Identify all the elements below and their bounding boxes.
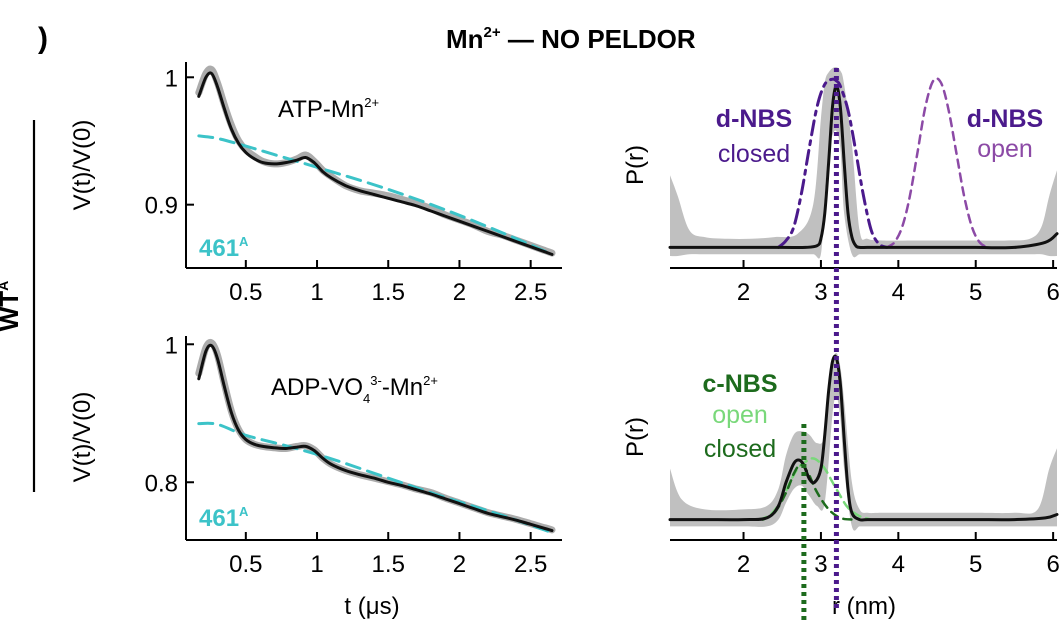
tr-uncertainty-band (670, 67, 1057, 259)
br-xtick-label: 2 (737, 551, 750, 578)
br-ticks: 2 3 4 5 6 (737, 532, 1060, 578)
bl-ylabel: V(t)/V(0) (69, 392, 96, 483)
tl-annotation-main: ATP-Mn (278, 96, 364, 123)
tr-ticks: 2 3 4 5 6 (737, 260, 1060, 306)
bl-ytick-label: 1 (165, 332, 178, 359)
tl-label: 461A (199, 234, 249, 262)
chart-top-right: 2 3 4 5 6 P(r) d-NBS closed d-NBS open (622, 67, 1060, 306)
tl-label-main: 461 (199, 235, 239, 262)
br-xlabel: r (nm) (832, 593, 896, 620)
bl-label-sup: A (239, 504, 249, 519)
tr-xtick-label: 6 (1046, 279, 1059, 306)
tr-distance-distribution (668, 84, 1059, 250)
tl-ytick-label: 1 (165, 65, 178, 92)
bl-label-main: 461 (199, 505, 239, 532)
tr-legend-left-title: d-NBS (716, 105, 792, 133)
bl-background-trace (197, 421, 554, 535)
tr-legend-right-sub: open (977, 135, 1033, 163)
tr-legend-left-sub: closed (718, 140, 790, 168)
chart-bottom-right: 2 3 4 5 6 P(r) c-NBS open closed r (nm) (622, 353, 1060, 620)
bl-annotation-sup1: 3- (370, 373, 382, 388)
tl-xtick-label: 1 (310, 279, 323, 306)
bl-ytick-label: 0.8 (145, 470, 178, 497)
tl-ticks: 0.5 1 1.5 2 2.5 1 0.9 (145, 65, 548, 306)
tl-fit-trace (197, 71, 554, 256)
row-label-main: WT (0, 291, 24, 332)
tr-xtick-label: 5 (969, 279, 982, 306)
title-rest: — NO PELDOR (501, 24, 696, 54)
br-xtick-label: 3 (814, 551, 827, 578)
row-label-sup: A (0, 281, 11, 291)
tl-xtick-label: 0.5 (229, 279, 262, 306)
bl-annotation-sub: 4 (363, 391, 370, 406)
tl-annotation: ATP-Mn2+ (278, 95, 379, 123)
br-ylabel: P(r) (622, 417, 649, 457)
bl-xlabel: t (μs) (344, 593, 399, 620)
bl-xtick-label: 2.5 (514, 551, 547, 578)
figure-title: Mn2+ — NO PELDOR (446, 24, 696, 54)
tr-xtick-label: 3 (814, 279, 827, 306)
br-xtick-label: 4 (892, 551, 905, 578)
tr-dnbs-open-model (885, 77, 989, 249)
br-distance-distribution (668, 354, 1059, 522)
bl-ticks: 0.5 1 1.5 2 2.5 1 0.8 (145, 332, 548, 578)
tl-label-sup: A (239, 234, 249, 249)
bl-annotation: ADP-VO43--Mn2+ (271, 373, 438, 406)
br-xtick-label: 6 (1046, 551, 1059, 578)
chart-top-left: 0.5 1 1.5 2 2.5 1 0.9 ATP-Mn2+ 461A V(t)/V(0) (69, 62, 562, 306)
tl-xtick-label: 2.5 (514, 279, 547, 306)
br-legend-title: c-NBS (702, 370, 777, 398)
br-legend-closed: closed (704, 435, 776, 463)
tr-xtick-label: 4 (892, 279, 905, 306)
tl-annotation-sup: 2+ (364, 95, 379, 110)
bl-annotation-sup2: 2+ (423, 373, 438, 388)
br-uncertainty-band (670, 353, 1057, 531)
bl-xtick-label: 2 (453, 551, 466, 578)
br-legend-open: open (712, 401, 768, 429)
bl-annotation-main: ADP-VO (271, 374, 363, 401)
br-xtick-label: 5 (969, 551, 982, 578)
bl-xtick-label: 0.5 (229, 551, 262, 578)
bl-fit-trace (197, 343, 554, 533)
tr-ylabel: P(r) (622, 145, 649, 185)
bl-annotation-mid: -Mn (382, 374, 423, 401)
tr-xtick-label: 2 (737, 279, 750, 306)
bl-xtick-label: 1.5 (372, 551, 405, 578)
tl-ylabel: V(t)/V(0) (69, 120, 96, 211)
row-label: WTA (0, 281, 24, 332)
title-main: Mn (446, 24, 484, 54)
bl-label: 461A (199, 504, 249, 532)
tl-xtick-label: 2 (453, 279, 466, 306)
title-sup: 2+ (484, 24, 501, 41)
bl-xtick-label: 1 (310, 551, 323, 578)
tl-ytick-label: 0.9 (145, 193, 178, 220)
tl-background-trace (197, 134, 554, 256)
panel-label: ) (38, 22, 48, 55)
tl-xtick-label: 1.5 (372, 279, 405, 306)
tr-legend-right-title: d-NBS (967, 105, 1043, 133)
chart-bottom-left: 0.5 1 1.5 2 2.5 1 0.8 ADP-VO43--Mn2+ 461A V(t)… (69, 332, 562, 620)
